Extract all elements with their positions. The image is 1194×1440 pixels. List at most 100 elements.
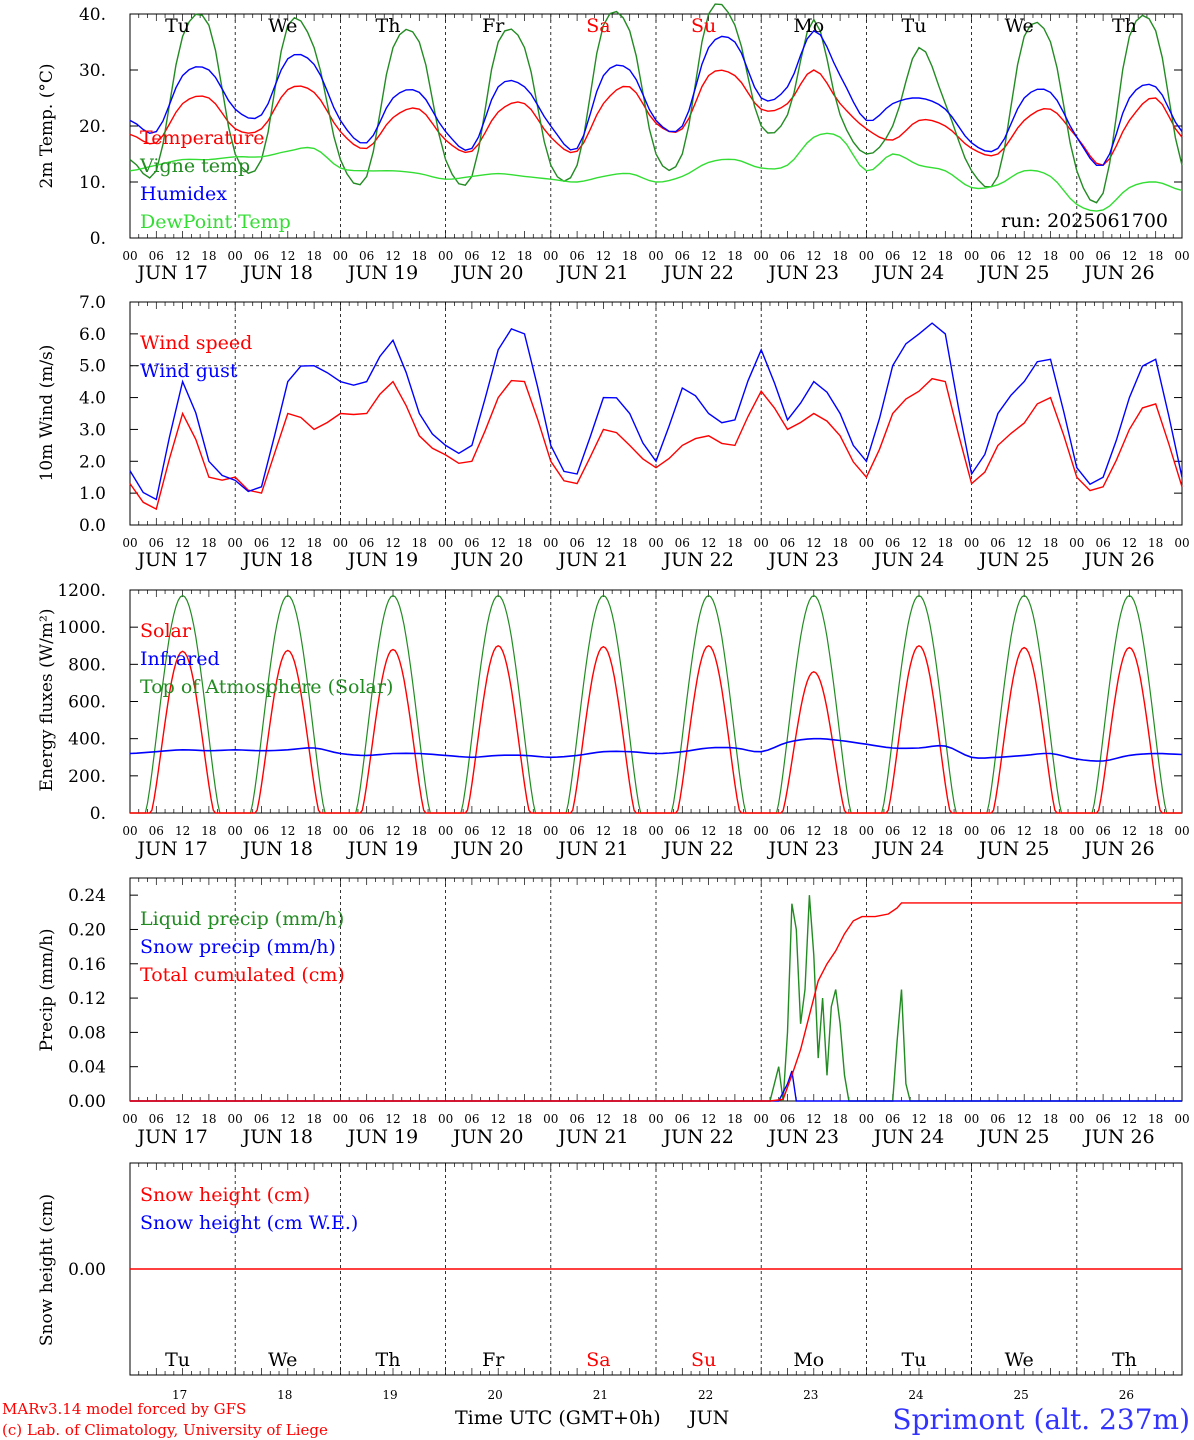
hour-label: 00 [438,249,453,263]
y-tick-label: 6.0 [79,325,106,345]
hour-label: 18 [306,824,321,838]
y-tick-label: 0.00 [68,1092,106,1112]
hour-label: 06 [254,536,269,550]
y-tick-label: 1200. [57,581,106,601]
hour-label: 18 [622,249,637,263]
hour-label: 06 [1095,1112,1110,1126]
hour-label: 18 [622,824,637,838]
hour-label: 00 [438,824,453,838]
series-line-humidex [129,29,1183,167]
hour-label: 18 [306,536,321,550]
hour-label: 12 [701,1112,716,1126]
hour-label: 18 [1043,536,1058,550]
legend-total-cumulated-cm-: Total cumulated (cm) [140,964,345,986]
weekday-label: We [1005,15,1034,37]
hour-label: 00 [228,1112,243,1126]
hour-label: 12 [911,249,926,263]
y-tick-label: 0. [90,804,106,824]
model-credit: MARv3.14 model forced by GFS [2,1400,246,1418]
hour-label: 06 [149,249,164,263]
weekday-label: Sa [586,15,610,37]
hour-label: 06 [885,824,900,838]
y-axis-label-temperature: 2m Temp. (°C) [37,63,57,188]
hour-label: 00 [859,249,874,263]
hour-label: 18 [1043,1112,1058,1126]
date-label: JUN 21 [556,549,628,571]
hour-label: 18 [938,249,953,263]
weekday-label: Th [376,1349,401,1371]
date-label: JUN 19 [346,262,418,284]
hour-label: 06 [464,249,479,263]
weekday-label: We [268,1349,297,1371]
y-tick-label: 40. [79,5,106,25]
weekday-label: Mo [793,1349,824,1371]
hour-label: 18 [412,249,427,263]
hour-label: 12 [280,824,295,838]
date-label: JUN 24 [872,1126,944,1148]
hour-label: 06 [885,536,900,550]
y-tick-label: 0. [90,229,106,249]
weekday-label: Tu [165,1349,190,1371]
hour-label: 00 [754,824,769,838]
hour-label: 12 [491,249,506,263]
y-tick-label: 0.16 [68,955,106,975]
hour-label: 12 [701,536,716,550]
date-label: JUN 17 [135,549,207,571]
y-tick-label: 1000. [57,618,106,638]
date-label: JUN 26 [1082,1126,1154,1148]
hour-label: 18 [938,824,953,838]
hour-label: 12 [175,1112,190,1126]
date-label: JUN 20 [451,549,523,571]
hour-label: 12 [175,824,190,838]
weekday-label: Fr [482,15,505,37]
hour-label: 12 [385,249,400,263]
day-number-label: 17 [172,1388,187,1402]
hour-label: 18 [201,824,216,838]
date-label: JUN 24 [872,838,944,860]
hour-label: 06 [1095,536,1110,550]
hour-label: 18 [832,536,847,550]
y-tick-label: 800. [68,655,106,675]
hour-label: 00 [333,1112,348,1126]
hour-label: 00 [648,1112,663,1126]
date-label: JUN 18 [241,1126,313,1148]
hour-label: 06 [359,824,374,838]
y-tick-label: 0.0 [79,516,106,536]
hour-label: 12 [596,536,611,550]
y-tick-label: 0.00 [68,1260,106,1280]
y-tick-label: 200. [68,767,106,787]
day-number-label: 18 [277,1388,292,1402]
hour-label: 18 [517,1112,532,1126]
hour-label: 18 [832,1112,847,1126]
date-label: JUN 17 [135,838,207,860]
hour-label: 00 [333,536,348,550]
date-label: JUN 25 [977,549,1049,571]
hour-label: 00 [859,536,874,550]
hour-label: 12 [806,1112,821,1126]
date-label: JUN 22 [661,838,733,860]
legend-temperature: Temperature [140,127,264,149]
date-label: JUN 22 [661,262,733,284]
date-label: JUN 25 [977,838,1049,860]
day-number-label: 19 [382,1388,397,1402]
hour-label: 12 [175,249,190,263]
hour-label: 06 [569,824,584,838]
y-tick-label: 10. [79,173,106,193]
hour-label: 06 [569,1112,584,1126]
legend-wind-speed: Wind speed [140,332,252,354]
series-line-wind-gust [129,322,1183,501]
weekday-label: Su [691,15,716,37]
y-tick-label: 0.08 [68,1023,106,1043]
weekday-label: Mo [793,15,824,37]
hour-label: 18 [832,824,847,838]
date-label: JUN 17 [135,262,207,284]
legend-vigne-temp: Vigne temp [139,155,250,177]
hour-label: 18 [517,536,532,550]
series-line-infrared [129,737,1183,762]
hour-label: 00 [438,1112,453,1126]
y-tick-label: 0.24 [68,886,106,906]
day-number-label: 26 [1119,1388,1134,1402]
y-tick-label: 7.0 [79,293,106,313]
hour-label: 12 [596,824,611,838]
date-label: JUN 19 [346,549,418,571]
